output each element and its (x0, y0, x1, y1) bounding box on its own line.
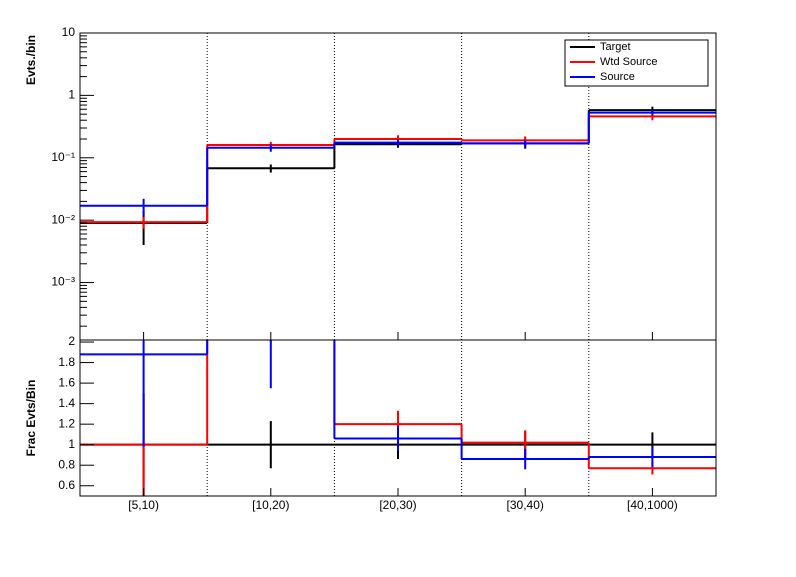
x-tick-label: [40,1000) (627, 498, 678, 512)
x-tick-label: [5,10) (128, 498, 159, 512)
plot-area (80, 340, 716, 496)
y-tick-label: 1.4 (58, 396, 75, 410)
y-tick-label: 1 (68, 88, 75, 102)
y-tick-label: 1.6 (58, 375, 75, 389)
y-tick-label: 10⁻³ (51, 275, 75, 289)
x-tick-label: [10,20) (252, 498, 289, 512)
legend-label: Target (600, 41, 631, 53)
y-axis-title: Evts./bin (24, 35, 38, 85)
y-tick-label: 1.2 (58, 416, 75, 430)
legend-label: Source (600, 71, 635, 83)
x-tick-label: [20,30) (379, 498, 416, 512)
y-axis-title: Frac Evts/Bin (24, 380, 38, 457)
y-tick-label: 2 (68, 334, 75, 348)
y-tick-label: 1 (68, 437, 75, 451)
x-tick-label: [30,40) (507, 498, 544, 512)
plot-area (80, 106, 716, 245)
y-tick-label: 1.8 (58, 355, 75, 369)
legend-label: Wtd Source (600, 56, 657, 68)
y-tick-label: 10⁻² (51, 212, 75, 226)
bin-dividers (206, 33, 590, 496)
y-tick-label: 0.8 (58, 457, 75, 471)
y-tick-label: 0.6 (58, 478, 75, 492)
y-tick-label: 10 (62, 25, 76, 39)
y-tick-label: 10⁻¹ (51, 150, 75, 164)
